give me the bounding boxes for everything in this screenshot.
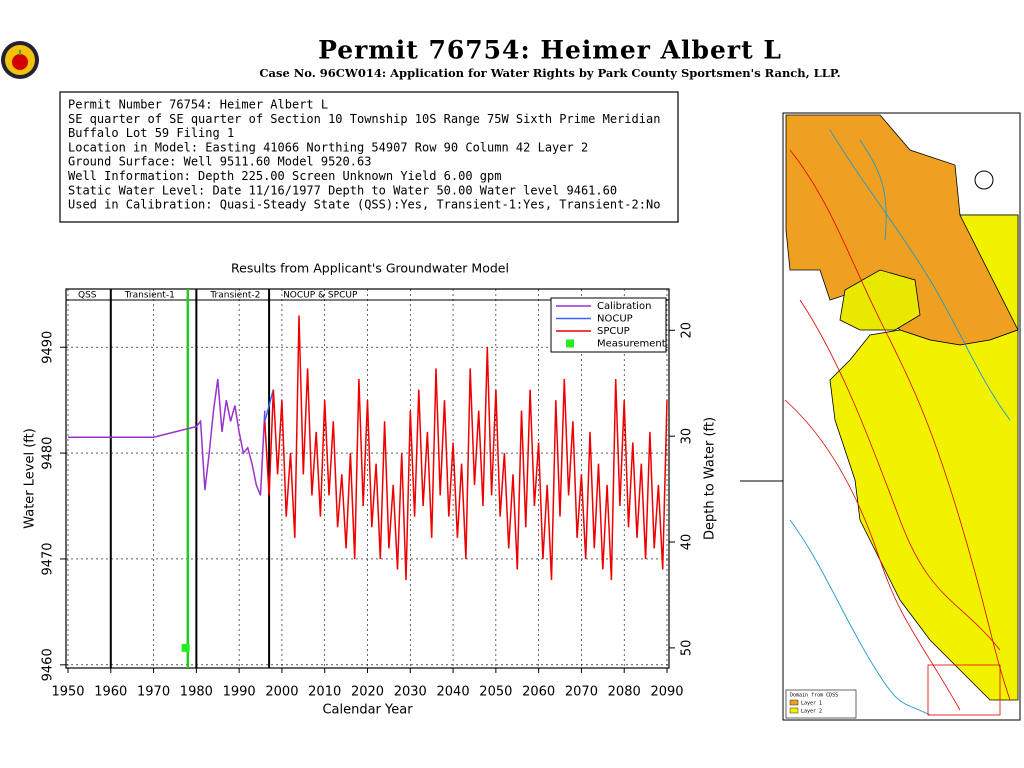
chart-title: Results from Applicant's Groundwater Mod… <box>231 261 509 276</box>
x-tick-label: 2050 <box>479 685 512 700</box>
info-line: Buffalo Lot 59 Filing 1 <box>68 126 234 140</box>
series-line <box>264 315 668 581</box>
measurement-point <box>181 643 190 652</box>
x-tick-label: 1950 <box>51 685 84 700</box>
x-tick-label: 2090 <box>650 685 683 700</box>
y2-axis-label: Depth to Water (ft) <box>703 417 718 540</box>
x-tick-label: 1990 <box>223 685 256 700</box>
y-tick-label: 9480 <box>41 437 56 470</box>
period-label: QSS <box>78 291 97 301</box>
y-tick-label: 9460 <box>41 648 56 681</box>
info-line: Used in Calibration: Quasi-Steady State … <box>68 198 660 212</box>
info-line: Location in Model: Easting 41066 Northin… <box>68 140 588 154</box>
y2-tick-label: 50 <box>680 640 695 657</box>
info-line: Static Water Level: Date 11/16/1977 Dept… <box>68 183 617 197</box>
y-tick-label: 9470 <box>41 542 56 575</box>
period-label: Transient-2 <box>209 291 260 301</box>
x-tick-label: 2000 <box>265 685 298 700</box>
y2-tick-label: 30 <box>680 428 695 445</box>
series-line <box>68 378 266 496</box>
y-axis-label: Water Level (ft) <box>23 428 38 529</box>
map-legend-title: Domain from CDSS <box>790 693 838 699</box>
y2-tick-label: 40 <box>680 534 695 551</box>
y-tick-label: 9490 <box>41 331 56 364</box>
period-label: NOCUP & SPCUP <box>283 291 358 301</box>
legend-label: SPCUP <box>597 326 630 337</box>
map-legend-entry: Layer 2 <box>801 709 822 715</box>
legend-label: Calibration <box>597 301 651 312</box>
x-tick-label: 2060 <box>522 685 555 700</box>
period-label: Transient-1 <box>124 291 175 301</box>
legend-label: Measurement <box>597 339 666 350</box>
info-line: Ground Surface: Well 9511.60 Model 9520.… <box>68 155 371 169</box>
x-tick-label: 2010 <box>308 685 341 700</box>
x-tick-label: 2030 <box>394 685 427 700</box>
x-tick-label: 1970 <box>137 685 170 700</box>
info-line: Permit Number 76754: Heimer Albert L <box>68 98 328 112</box>
info-box <box>59 91 679 223</box>
logo <box>1 41 39 79</box>
x-axis-label: Calendar Year <box>322 703 413 718</box>
page-subtitle: Case No. 96CW014: Application for Water … <box>259 66 840 80</box>
series-line <box>264 389 275 422</box>
map: Domain from CDSS Layer 1 Layer 2 <box>740 112 1021 721</box>
x-tick-label: 1980 <box>180 685 213 700</box>
x-tick-label: 2020 <box>351 685 384 700</box>
map-legend-entry: Layer 1 <box>801 701 822 707</box>
page-title: Permit 76754: Heimer Albert L <box>318 36 782 65</box>
info-line: Well Information: Depth 225.00 Screen Un… <box>68 169 501 183</box>
y2-tick-label: 20 <box>680 322 695 339</box>
x-tick-label: 2040 <box>437 685 470 700</box>
x-tick-label: 2070 <box>565 685 598 700</box>
info-line: SE quarter of SE quarter of Section 10 T… <box>68 112 660 126</box>
legend-label: NOCUP <box>597 314 633 325</box>
legend-swatch <box>566 339 574 348</box>
x-tick-label: 1960 <box>94 685 127 700</box>
x-tick-label: 2080 <box>608 685 641 700</box>
